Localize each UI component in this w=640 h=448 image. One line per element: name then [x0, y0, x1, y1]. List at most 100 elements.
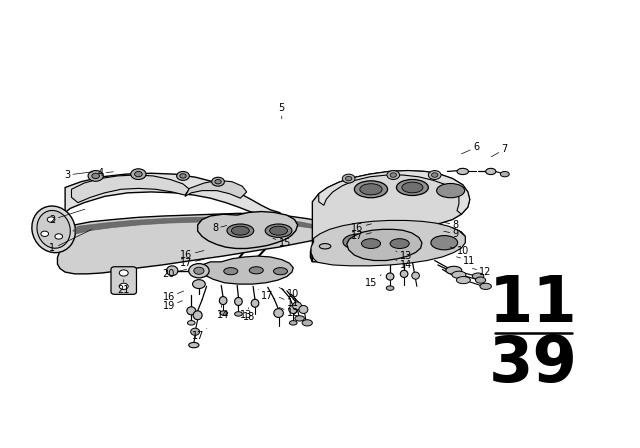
Ellipse shape	[193, 311, 202, 320]
Circle shape	[390, 173, 396, 177]
Text: 20: 20	[163, 269, 187, 279]
Text: 10: 10	[279, 288, 299, 299]
Ellipse shape	[220, 297, 227, 305]
Ellipse shape	[431, 236, 458, 250]
Ellipse shape	[289, 321, 297, 325]
Text: 8: 8	[444, 220, 459, 230]
Ellipse shape	[390, 239, 409, 249]
Text: 9: 9	[444, 229, 459, 239]
Ellipse shape	[480, 283, 492, 289]
Circle shape	[92, 173, 100, 179]
Circle shape	[194, 267, 204, 274]
Ellipse shape	[360, 184, 382, 195]
Text: 14: 14	[217, 305, 229, 320]
Circle shape	[177, 172, 189, 181]
Text: 19: 19	[163, 301, 182, 311]
Circle shape	[346, 177, 352, 181]
Ellipse shape	[396, 180, 428, 195]
Text: 16: 16	[163, 291, 184, 302]
Text: 39: 39	[489, 333, 578, 395]
Ellipse shape	[166, 266, 178, 276]
Ellipse shape	[343, 234, 374, 250]
Text: 15: 15	[365, 275, 381, 288]
Polygon shape	[73, 217, 315, 234]
Text: 3: 3	[64, 170, 93, 180]
Polygon shape	[310, 171, 470, 265]
Ellipse shape	[249, 267, 263, 274]
Text: 17: 17	[180, 258, 204, 268]
Ellipse shape	[500, 172, 509, 177]
Ellipse shape	[265, 224, 292, 237]
Polygon shape	[347, 229, 422, 260]
Ellipse shape	[319, 244, 331, 249]
Ellipse shape	[269, 226, 287, 235]
Ellipse shape	[235, 297, 243, 306]
Text: 16: 16	[180, 250, 204, 260]
Ellipse shape	[436, 184, 465, 198]
Text: 17: 17	[259, 290, 274, 301]
Circle shape	[88, 171, 103, 181]
Circle shape	[212, 177, 225, 186]
Circle shape	[428, 171, 441, 180]
Ellipse shape	[387, 286, 394, 290]
Circle shape	[193, 280, 205, 289]
Polygon shape	[185, 181, 246, 198]
Text: 11: 11	[456, 255, 476, 266]
Text: 2: 2	[49, 209, 84, 224]
Ellipse shape	[273, 267, 287, 275]
Polygon shape	[200, 256, 293, 284]
Ellipse shape	[251, 299, 259, 307]
Ellipse shape	[189, 342, 199, 348]
Ellipse shape	[302, 320, 312, 326]
Text: 13: 13	[238, 307, 253, 320]
Ellipse shape	[220, 311, 228, 315]
Circle shape	[189, 263, 209, 278]
Ellipse shape	[188, 321, 195, 325]
Ellipse shape	[387, 273, 394, 280]
Text: 15: 15	[273, 238, 291, 248]
Circle shape	[131, 169, 146, 180]
Circle shape	[180, 174, 186, 178]
Text: 13: 13	[396, 251, 412, 261]
Ellipse shape	[295, 316, 305, 321]
Ellipse shape	[299, 306, 308, 314]
Text: 11: 11	[279, 297, 299, 308]
Ellipse shape	[289, 306, 298, 314]
Polygon shape	[311, 220, 465, 266]
Ellipse shape	[456, 276, 470, 284]
Ellipse shape	[232, 226, 249, 235]
Circle shape	[119, 283, 128, 289]
Text: 6: 6	[461, 142, 479, 154]
Text: 5: 5	[278, 103, 285, 119]
Circle shape	[47, 217, 55, 222]
Ellipse shape	[227, 224, 253, 237]
Text: 16: 16	[351, 223, 371, 233]
Text: 12: 12	[472, 267, 492, 277]
Ellipse shape	[486, 168, 496, 175]
Polygon shape	[198, 211, 298, 249]
FancyBboxPatch shape	[111, 267, 136, 294]
Text: 18: 18	[243, 308, 255, 322]
Ellipse shape	[355, 181, 388, 198]
Text: 17: 17	[191, 328, 207, 341]
Ellipse shape	[191, 328, 200, 335]
Ellipse shape	[224, 267, 238, 275]
Text: 7: 7	[492, 144, 508, 157]
Text: 12: 12	[279, 307, 300, 318]
Ellipse shape	[292, 302, 301, 310]
Ellipse shape	[476, 277, 486, 283]
Text: 8: 8	[212, 224, 227, 233]
Ellipse shape	[362, 239, 381, 249]
Circle shape	[134, 172, 142, 177]
Circle shape	[41, 231, 49, 237]
Ellipse shape	[400, 270, 408, 277]
Polygon shape	[72, 175, 189, 202]
Polygon shape	[58, 213, 336, 274]
Ellipse shape	[37, 211, 70, 248]
Polygon shape	[319, 171, 470, 214]
Text: 14: 14	[396, 260, 412, 270]
Ellipse shape	[446, 266, 462, 274]
Ellipse shape	[235, 312, 243, 316]
Text: 10: 10	[450, 246, 469, 256]
Polygon shape	[59, 173, 280, 228]
